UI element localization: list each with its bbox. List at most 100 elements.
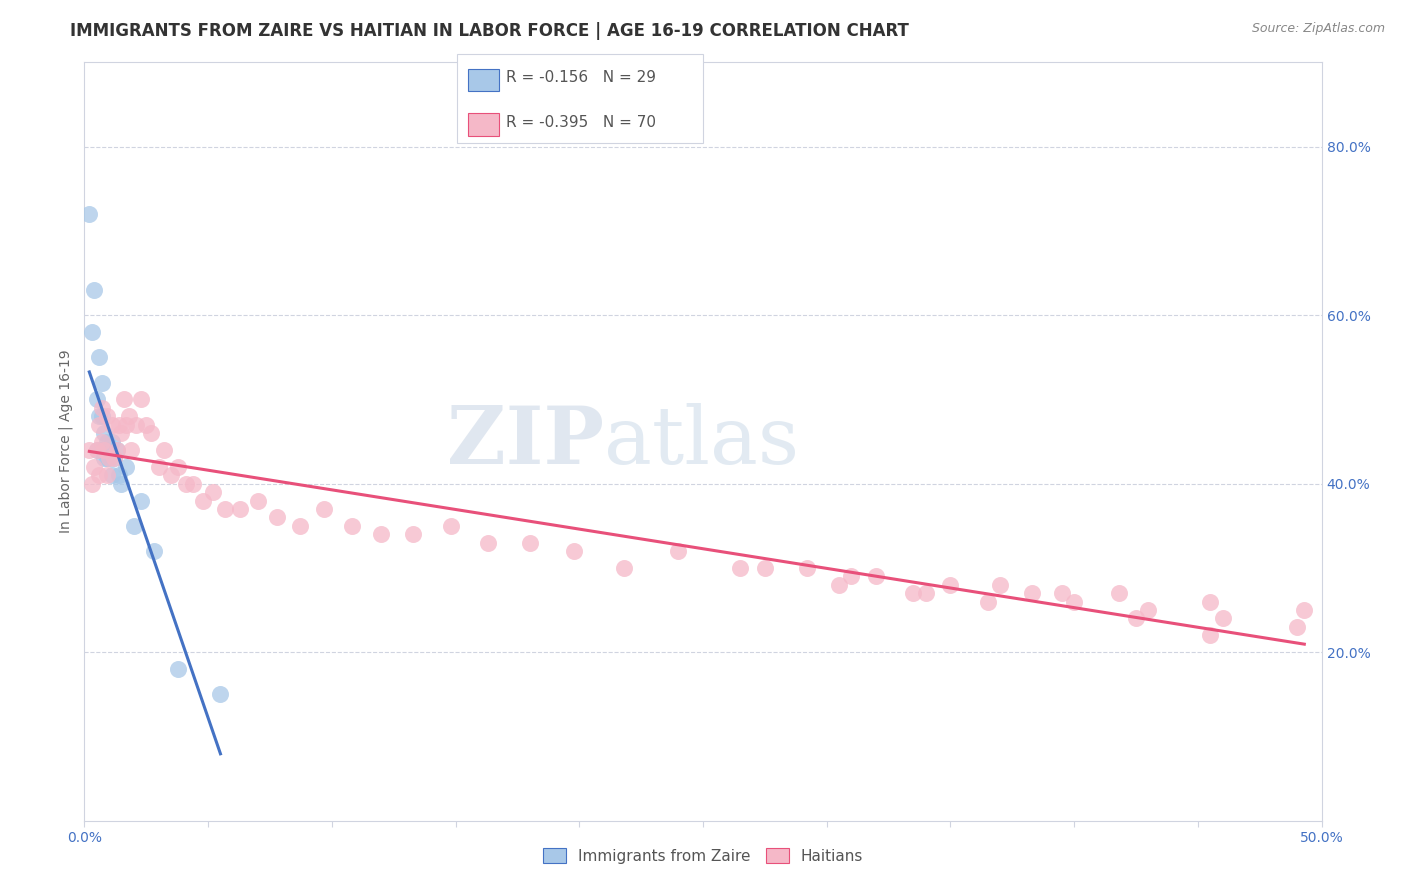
Point: [1021, 586, 1043, 600]
Text: R = -0.156   N = 29: R = -0.156 N = 29: [506, 70, 657, 85]
Point: [903, 586, 925, 600]
Point: [79, 207, 101, 221]
Point: [174, 476, 197, 491]
Point: [754, 561, 776, 575]
Point: [314, 502, 336, 516]
Point: [129, 392, 152, 407]
Point: [90, 409, 112, 424]
Point: [100, 417, 122, 432]
Point: [89, 351, 111, 365]
Point: [115, 417, 138, 432]
Point: [288, 518, 311, 533]
Point: [160, 468, 183, 483]
Point: [90, 376, 112, 390]
Point: [202, 485, 225, 500]
Point: [108, 468, 131, 483]
Point: [93, 426, 115, 441]
Point: [80, 325, 103, 339]
Point: [122, 518, 145, 533]
Point: [142, 544, 165, 558]
Legend: Immigrants from Zaire, Haitians: Immigrants from Zaire, Haitians: [537, 842, 869, 870]
Text: R = -0.395   N = 70: R = -0.395 N = 70: [506, 115, 657, 129]
Point: [141, 426, 163, 441]
Point: [96, 434, 118, 449]
Point: [105, 442, 128, 457]
Point: [1108, 586, 1130, 600]
Point: [96, 451, 118, 466]
Point: [828, 578, 851, 592]
Point: [86, 442, 108, 457]
Point: [988, 578, 1011, 592]
Point: [89, 468, 111, 483]
Point: [118, 409, 141, 424]
Point: [152, 442, 174, 457]
Point: [103, 451, 125, 466]
Point: [796, 561, 818, 575]
Point: [613, 561, 636, 575]
Point: [105, 442, 128, 457]
Point: [98, 442, 121, 457]
Point: [191, 493, 214, 508]
Point: [976, 594, 998, 608]
Point: [100, 468, 122, 483]
Point: [214, 502, 236, 516]
Point: [93, 442, 115, 457]
Point: [1199, 628, 1222, 642]
Point: [1285, 620, 1308, 634]
Point: [93, 451, 115, 466]
Point: [112, 392, 135, 407]
Point: [98, 451, 121, 466]
Point: [939, 578, 962, 592]
Point: [666, 544, 689, 558]
Point: [841, 569, 863, 583]
Point: [914, 586, 936, 600]
Point: [1212, 611, 1234, 625]
Y-axis label: In Labor Force | Age 16-19: In Labor Force | Age 16-19: [59, 350, 73, 533]
Point: [86, 392, 108, 407]
Point: [439, 518, 461, 533]
Point: [246, 493, 269, 508]
Point: [370, 527, 392, 541]
Point: [90, 434, 112, 449]
Point: [129, 493, 152, 508]
Point: [1199, 594, 1222, 608]
Point: [519, 535, 541, 549]
Point: [340, 518, 363, 533]
Point: [728, 561, 751, 575]
Point: [266, 510, 288, 524]
Point: [98, 451, 121, 466]
Point: [209, 687, 232, 701]
Text: Source: ZipAtlas.com: Source: ZipAtlas.com: [1251, 22, 1385, 36]
Point: [100, 434, 122, 449]
Text: atlas: atlas: [605, 402, 799, 481]
Text: IMMIGRANTS FROM ZAIRE VS HAITIAN IN LABOR FORCE | AGE 16-19 CORRELATION CHART: IMMIGRANTS FROM ZAIRE VS HAITIAN IN LABO…: [70, 22, 910, 40]
Point: [1063, 594, 1085, 608]
Point: [477, 535, 499, 549]
Point: [110, 426, 132, 441]
Point: [79, 442, 101, 457]
Point: [1294, 603, 1316, 617]
Point: [96, 409, 118, 424]
Point: [181, 476, 204, 491]
Point: [402, 527, 425, 541]
Point: [1137, 603, 1160, 617]
Point: [1125, 611, 1147, 625]
Point: [865, 569, 887, 583]
Point: [89, 409, 111, 424]
Point: [229, 502, 252, 516]
Point: [89, 417, 111, 432]
Point: [83, 283, 105, 297]
Point: [125, 417, 148, 432]
Point: [96, 442, 118, 457]
Text: ZIP: ZIP: [447, 402, 605, 481]
Point: [96, 468, 118, 483]
Point: [167, 662, 190, 676]
Point: [148, 459, 170, 474]
Point: [90, 442, 112, 457]
Point: [83, 459, 105, 474]
Point: [90, 401, 112, 415]
Point: [167, 459, 190, 474]
Point: [103, 451, 125, 466]
Point: [86, 442, 108, 457]
Point: [1050, 586, 1073, 600]
